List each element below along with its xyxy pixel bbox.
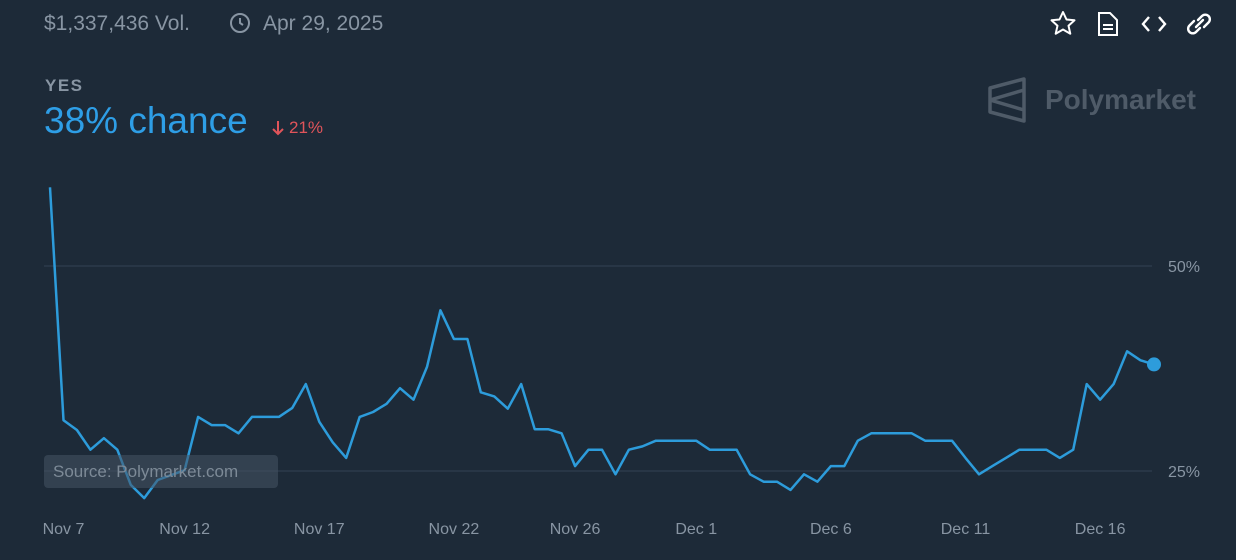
brand-logo — [988, 77, 1026, 123]
doc-icon[interactable] — [1098, 12, 1118, 36]
y-tick-label: 25% — [1168, 464, 1200, 481]
x-tick-label: Nov 17 — [294, 521, 345, 538]
brand: Polymarket — [1045, 84, 1196, 115]
toolbar — [1050, 11, 1212, 36]
embed-icon[interactable] — [1141, 16, 1167, 32]
x-tick-label: Nov 12 — [159, 521, 210, 538]
x-tick-label: Nov 7 — [43, 521, 85, 538]
x-tick-label: Dec 16 — [1075, 521, 1126, 538]
y-tick-label: 50% — [1168, 259, 1200, 276]
x-tick-label: Nov 26 — [550, 521, 601, 538]
x-tick-label: Dec 1 — [675, 521, 717, 538]
star-icon[interactable] — [1050, 11, 1076, 35]
volume: $1,337,436 Vol. — [44, 12, 190, 35]
source: Source: Polymarket.com — [44, 455, 278, 488]
current-point — [1147, 357, 1161, 372]
date: Apr 29, 2025 — [263, 12, 384, 35]
outcome-label: YES — [45, 76, 84, 95]
change: 21% — [289, 118, 324, 137]
clock-icon — [230, 13, 250, 33]
x-tick-label: Dec 11 — [941, 521, 991, 538]
x-tick-label: Nov 22 — [429, 521, 480, 538]
down-arrow — [272, 121, 284, 136]
chance: 38% chance — [44, 100, 248, 141]
link-icon[interactable] — [1186, 13, 1212, 35]
x-tick-label: Dec 6 — [810, 521, 852, 538]
price-line — [48, 187, 1155, 500]
